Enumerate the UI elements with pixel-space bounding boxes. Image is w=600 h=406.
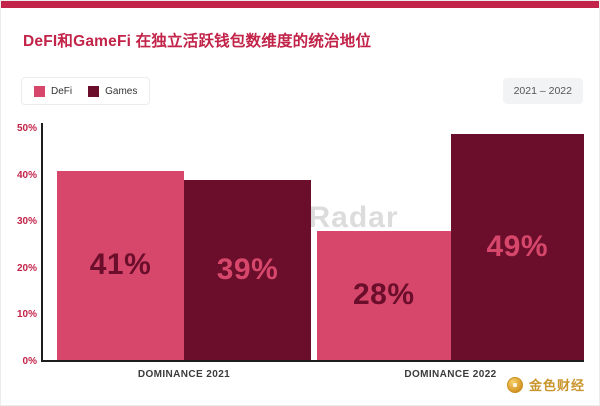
y-tick-label: 30% — [16, 216, 37, 228]
plot-area: 41% 39% 28% 49% — [43, 129, 584, 360]
y-tick-label: 0% — [22, 356, 37, 367]
y-tick-label: 40% — [16, 169, 37, 181]
legend: DeFi Games — [21, 77, 151, 105]
bar-group-2: 28% 49% — [317, 129, 584, 360]
y-tick-label: 50% — [16, 123, 37, 134]
defi-swatch-icon — [34, 85, 45, 97]
brand-logo: 金色财经 — [506, 375, 585, 394]
brand-name: 金色财经 — [528, 378, 585, 393]
y-tick-label: 10% — [16, 309, 37, 321]
legend-label-games: Games — [105, 85, 138, 97]
chart-title: DeFI和GameFi 在独立活跃钱包数维度的统治地位 — [23, 33, 372, 50]
x-axis-labels: DOMINANCE 2021 DOMINANCE 2022 — [43, 369, 584, 380]
legend-item-games: Games — [88, 85, 138, 97]
bar-group-1: 41% 39% — [57, 129, 311, 360]
x-axis-category-label: DOMINANCE 2022 — [404, 369, 497, 380]
bar-value-label: 39% — [216, 252, 279, 286]
x-axis-line — [41, 360, 584, 362]
bar-value-label: 41% — [89, 248, 152, 282]
bar-value-label: 28% — [352, 278, 415, 312]
legend-item-defi: DeFi — [34, 85, 73, 97]
defi-bar: 41% — [57, 170, 184, 360]
legend-label-defi: DeFi — [51, 85, 73, 97]
games-bar: 49% — [450, 133, 584, 360]
gold-coin-icon — [506, 376, 523, 393]
y-tick-label: 20% — [16, 262, 37, 274]
games-bar: 39% — [184, 179, 311, 360]
x-axis-category-label: DOMINANCE 2021 — [137, 369, 231, 380]
games-swatch-icon — [88, 85, 100, 97]
accent-top-bar — [1, 1, 599, 8]
bar-value-label: 49% — [486, 229, 549, 263]
defi-bar: 28% — [317, 230, 451, 360]
y-axis-line — [41, 123, 43, 362]
period-badge: 2021 – 2022 — [502, 78, 583, 104]
